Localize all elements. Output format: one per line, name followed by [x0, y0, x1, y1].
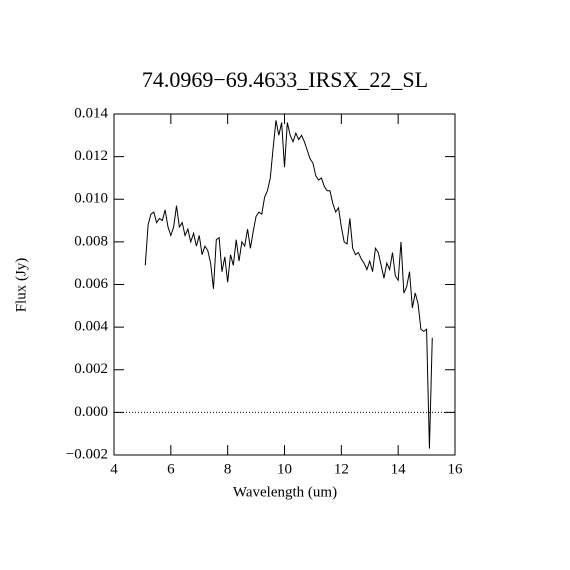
- y-tick-label: −0.002: [66, 446, 108, 462]
- x-tick-label: 10: [277, 461, 292, 477]
- x-tick-label: 8: [224, 461, 232, 477]
- y-tick-label: 0.004: [74, 319, 108, 335]
- y-tick-label: 0.014: [74, 105, 108, 121]
- x-tick-label: 4: [110, 461, 118, 477]
- spectrum-line: [144, 120, 433, 449]
- y-tick-label: 0.010: [74, 191, 108, 207]
- y-tick-label: 0.012: [74, 148, 108, 164]
- y-tick-label: 0.006: [74, 276, 108, 292]
- y-axis-label: Flux (Jy): [13, 258, 29, 313]
- y-tick-label: 0.002: [74, 361, 108, 377]
- x-axis-label: Wavelength (um): [233, 484, 337, 500]
- y-tick-label: 0.000: [74, 404, 108, 420]
- y-tick-label: 0.008: [74, 233, 108, 249]
- x-tick-label: 14: [391, 461, 407, 477]
- chart-title: 74.0969−69.4633_IRSX_22_SL: [142, 67, 428, 92]
- x-tick-label: 6: [167, 461, 175, 477]
- x-tick-label: 12: [334, 461, 349, 477]
- x-tick-label: 16: [448, 461, 464, 477]
